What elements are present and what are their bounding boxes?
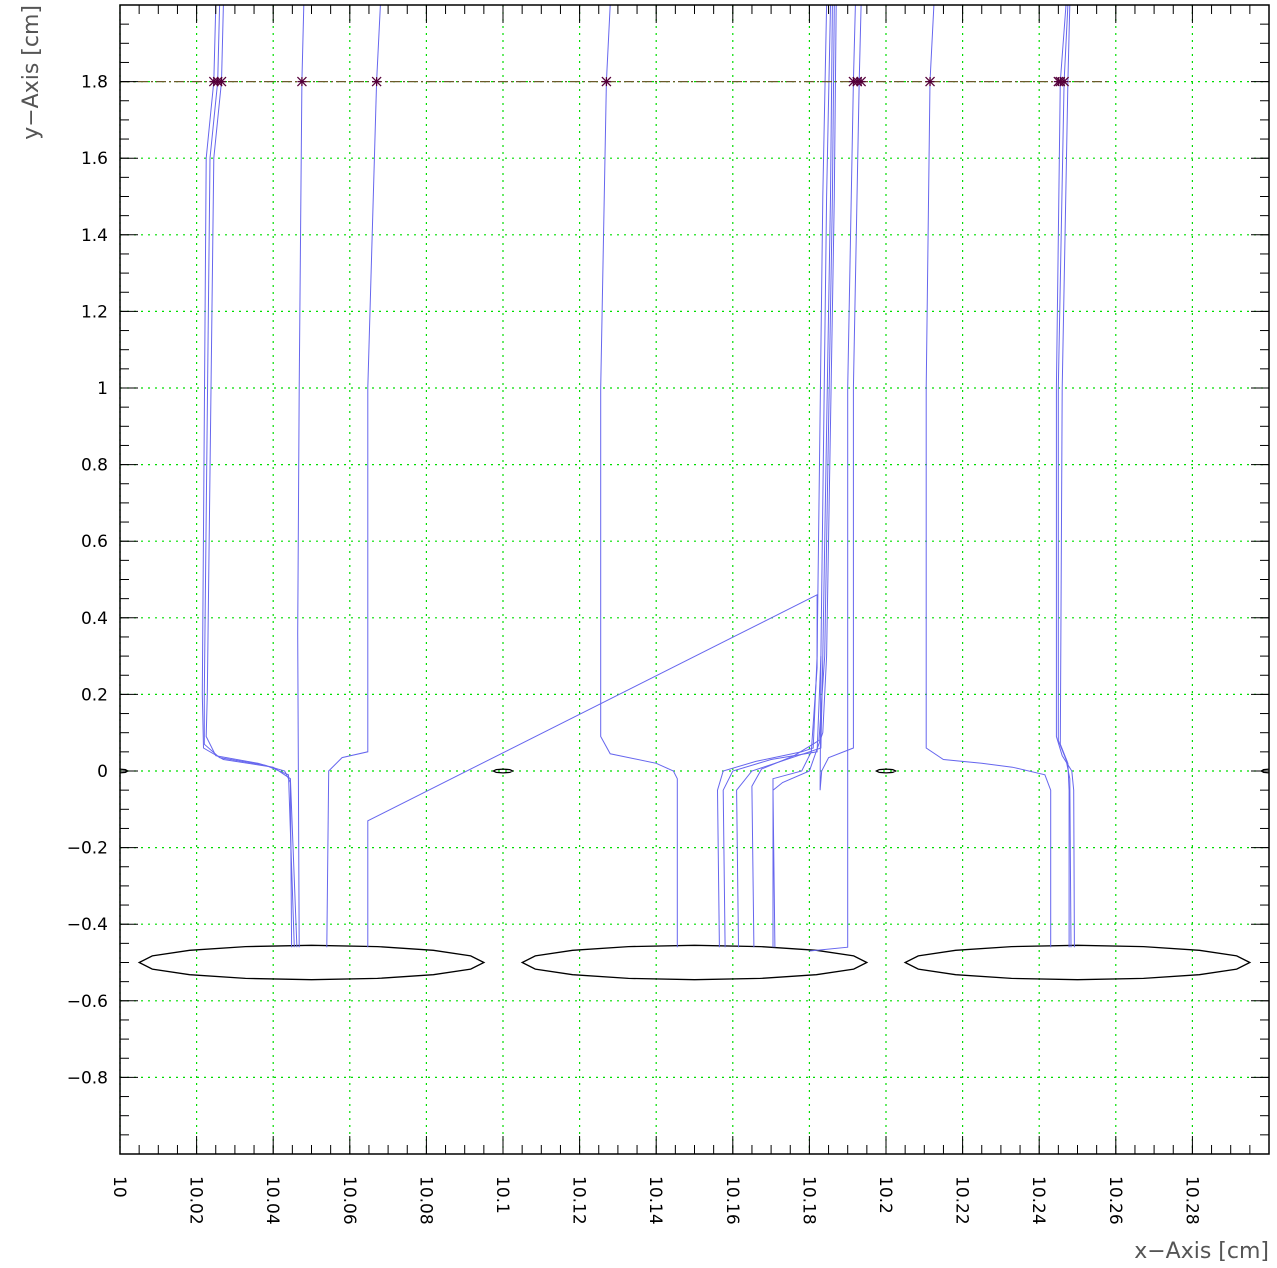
y-tick-label: 1: [97, 379, 108, 399]
y-tick-label: 0.4: [81, 609, 108, 629]
x-tick-label: 10.08: [415, 1176, 435, 1225]
y-tick-label: 0.6: [81, 532, 108, 552]
y-tick-label: 1.6: [81, 149, 108, 169]
axis-ticks: [119, 4, 1270, 1155]
start-point-marker: [216, 76, 227, 87]
electrode-wire: [903, 944, 1252, 981]
start-point-marker: [925, 76, 936, 87]
drift-line: [722, 5, 831, 948]
drift-line: [1055, 5, 1075, 948]
electrode-strip: [874, 768, 898, 774]
start-point-marker: [856, 76, 867, 87]
drift-line: [205, 5, 293, 948]
x-axis-title: x−Axis [cm]: [1134, 1239, 1269, 1264]
x-tick-label: 10.1: [492, 1176, 512, 1214]
x-tick-label: 10.16: [722, 1176, 742, 1225]
y-tick-label: −0.2: [67, 839, 108, 859]
drift-line: [1059, 5, 1071, 948]
y-tick-label: 1.2: [81, 302, 108, 322]
drift-line: [772, 5, 837, 948]
drift-line: [751, 5, 835, 948]
x-tick-label: 10.2: [875, 1176, 895, 1214]
drift-line: [367, 593, 818, 948]
drift-line: [716, 5, 828, 948]
y-tick-label: −0.6: [67, 992, 108, 1012]
x-tick-label: 10.06: [339, 1176, 359, 1225]
grid-lines: [119, 5, 1269, 1154]
plot-area: [120, 5, 1269, 981]
drift-line: [326, 5, 381, 948]
electrode-wire: [137, 944, 486, 981]
x-tick-label: 10.02: [186, 1176, 206, 1225]
start-point-marker: [601, 76, 612, 87]
x-tick-label: 10.22: [952, 1176, 972, 1225]
y-tick-label: 0.8: [81, 456, 108, 476]
start-point-marker: [371, 76, 382, 87]
x-tick-label: 10.12: [569, 1176, 589, 1225]
tick-labels: 10 10.02 10.04 10.06 10.08 10.1 10.12 10.14 10.1…: [67, 73, 1202, 1225]
x-tick-label: 10.28: [1181, 1176, 1201, 1225]
x-tick-label: 10.14: [645, 1176, 665, 1225]
x-tick-label: 10.24: [1028, 1176, 1048, 1225]
y-tick-label: −0.8: [67, 1068, 108, 1088]
drift-line: [819, 5, 862, 791]
drift-line: [736, 5, 833, 948]
electrodes: [120, 768, 1269, 981]
start-point-marker: [296, 76, 307, 87]
start-point-marker: [1059, 76, 1070, 87]
drift-lines: [201, 5, 1075, 952]
y-axis-title: y−Axis [cm]: [19, 5, 44, 140]
drift-line: [297, 5, 305, 948]
x-tick-label: 10: [109, 1176, 129, 1198]
y-tick-label: 1.8: [81, 73, 108, 93]
y-tick-label: 0: [97, 762, 108, 782]
x-tick-label: 10.18: [798, 1176, 818, 1225]
plot-frame: [119, 4, 1270, 1155]
drift-line: [600, 5, 678, 948]
drift-line: [203, 5, 295, 948]
y-tick-label: 0.2: [81, 685, 108, 705]
start-line: [120, 76, 1109, 87]
x-tick-label: 10.26: [1105, 1176, 1125, 1225]
drift-line: [925, 5, 1052, 948]
drift-line: [201, 5, 298, 948]
y-tick-label: −0.4: [67, 915, 108, 935]
electrode-strip: [120, 768, 129, 774]
electrode-strip: [491, 768, 515, 774]
y-tick-label: 1.4: [81, 226, 108, 246]
electrode-wire: [520, 944, 869, 981]
x-tick-label: 10.04: [262, 1176, 282, 1225]
drift-line: [809, 5, 856, 952]
